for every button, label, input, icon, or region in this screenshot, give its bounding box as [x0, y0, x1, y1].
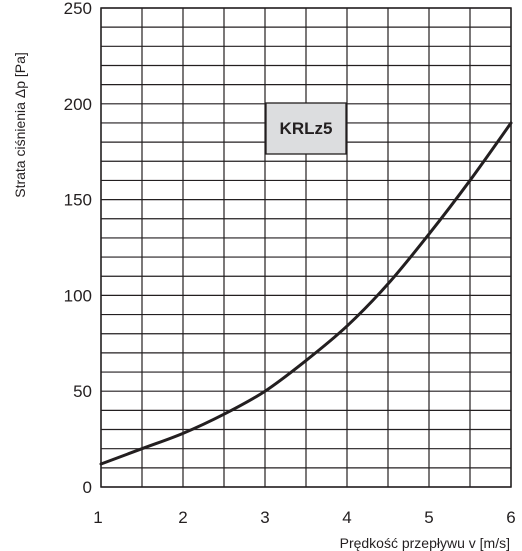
y-tick-label: 0 — [83, 478, 92, 497]
pressure-loss-curve — [99, 121, 513, 466]
x-tick-label: 3 — [260, 508, 269, 527]
annotation-box-background — [265, 102, 347, 155]
annotation-label: KRLz5 — [280, 119, 333, 138]
y-tick-label: 150 — [64, 191, 92, 210]
x-axis-title: Prędkość przepływu v [m/s] — [340, 535, 510, 551]
y-tick-label: 100 — [64, 286, 92, 305]
x-tick-label: 1 — [93, 508, 102, 527]
tick-labels: 0 50 100 150 200 250 1 2 3 4 5 6 — [64, 0, 516, 527]
x-tick-label: 6 — [506, 508, 515, 527]
y-tick-label: 250 — [64, 0, 92, 18]
y-tick-label: 200 — [64, 95, 92, 114]
plot-frame — [100, 7, 512, 488]
grid — [100, 7, 512, 488]
x-tick-label: 5 — [424, 508, 433, 527]
data-series — [99, 121, 513, 466]
x-tick-label: 2 — [178, 508, 187, 527]
y-axis-title: Strata ciśnienia Δp [Pa] — [12, 52, 28, 198]
x-tick-label: 4 — [342, 508, 351, 527]
annotation-box: KRLz5 — [265, 102, 347, 155]
y-tick-label: 50 — [73, 382, 92, 401]
